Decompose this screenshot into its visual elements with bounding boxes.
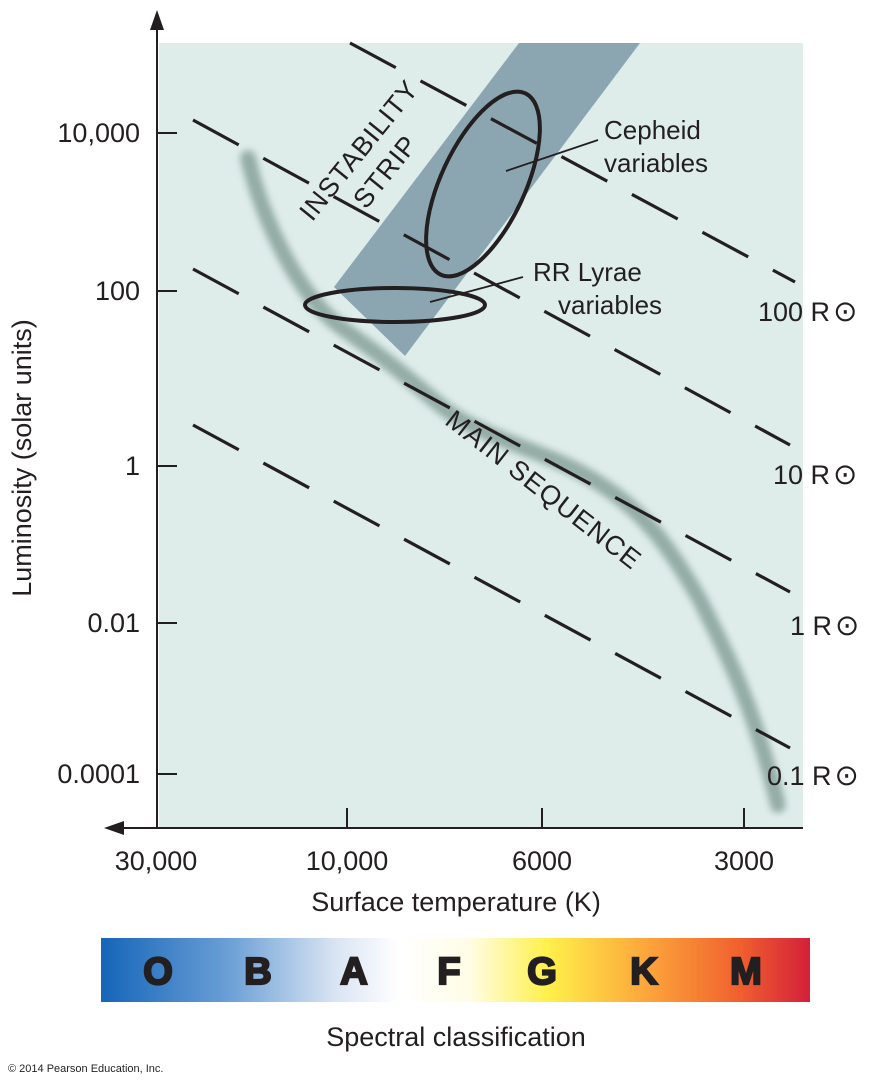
x-tick-label: 30,000 [115, 846, 198, 876]
spectral-class-A: A [340, 951, 367, 993]
y-tick-label: 0.0001 [57, 759, 140, 789]
radius-label-1: 1 R ⊙ [790, 610, 859, 642]
spectral-class-G: G [527, 951, 557, 993]
rr-lyrae-label: RR Lyrae [533, 257, 642, 287]
x-tick-label: 6000 [512, 846, 572, 876]
spectral-bar [101, 938, 810, 1002]
spectral-class-O: O [143, 951, 173, 993]
cepheid-label: Cepheid [604, 115, 701, 145]
rr-lyrae-ellipse [303, 286, 487, 324]
radius-label-100: 100 R ⊙ [758, 296, 857, 328]
y-tick-label: 0.01 [87, 608, 140, 638]
y-axis-title: Luminosity (solar units) [7, 319, 37, 597]
radius-line-10 [192, 118, 791, 447]
radius-label-10: 10 R ⊙ [773, 459, 857, 491]
radius-line-100 [349, 41, 796, 284]
y-tick-label: 1 [125, 451, 140, 481]
x-axis-title: Surface temperature (K) [311, 887, 601, 917]
cepheid-leader-line [505, 139, 599, 172]
cepheid-ellipse [424, 89, 542, 279]
cepheid-label: variables [604, 148, 708, 178]
radius-line-1 [192, 267, 791, 594]
radius-label-01: 0.1 R ⊙ [767, 760, 859, 792]
y-tick-label: 100 [95, 276, 140, 306]
y-axis-arrow-icon [150, 10, 164, 30]
rr-lyrae-leader-line [429, 276, 524, 303]
spectral-title: Spectral classification [326, 1022, 586, 1052]
spectral-class-B: B [244, 951, 271, 993]
radius-line-01 [192, 423, 791, 750]
instability-strip-band [334, 43, 640, 356]
spectral-class-M: M [730, 951, 762, 993]
x-axis-arrow-icon [104, 821, 124, 835]
x-tick-label: 3000 [714, 846, 774, 876]
rr-lyrae-label: variables [558, 290, 662, 320]
y-tick-label: 10,000 [57, 118, 140, 148]
x-tick-label: 10,000 [306, 846, 389, 876]
copyright-notice: © 2014 Pearson Education, Inc. [8, 1063, 163, 1075]
spectral-class-K: K [630, 951, 658, 993]
spectral-class-F: F [437, 951, 460, 993]
